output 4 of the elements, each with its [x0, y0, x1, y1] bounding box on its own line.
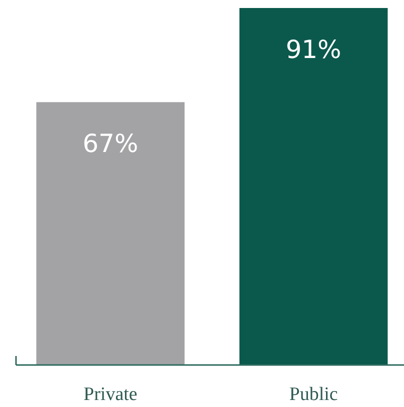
data-label: 67% [82, 129, 138, 158]
x-tick-label: Private [84, 384, 138, 405]
data-label: 91% [286, 35, 342, 64]
x-tick-label: Public [289, 384, 338, 405]
